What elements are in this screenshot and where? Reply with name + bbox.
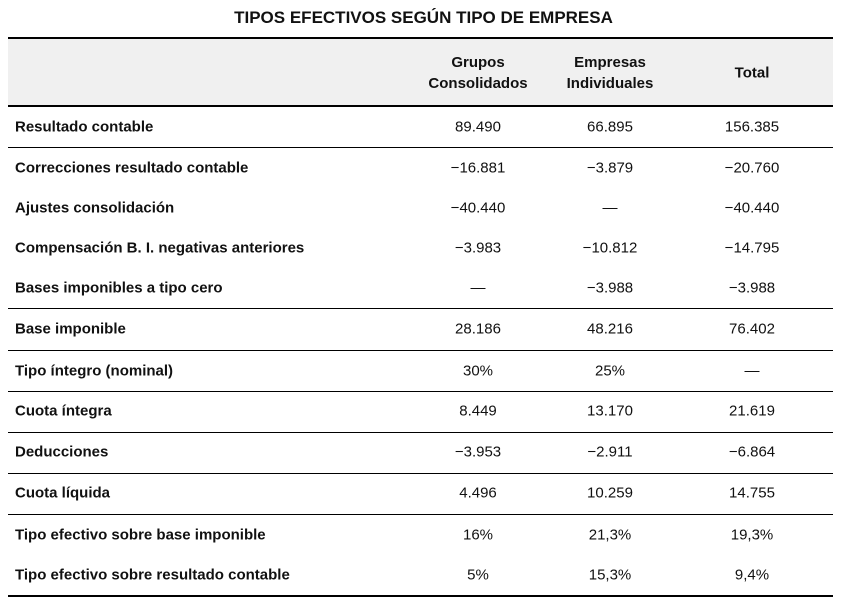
cell: 28.186: [455, 320, 501, 338]
row-label: Cuota líquida: [15, 484, 110, 502]
cell: —: [470, 279, 486, 297]
row-label: Compensación B. I. negativas anteriores: [15, 239, 305, 257]
cell: —: [744, 362, 760, 380]
rule: [8, 105, 833, 107]
cell: 16%: [462, 526, 494, 544]
rule: [8, 37, 833, 39]
rule: [8, 308, 833, 309]
cell: 15,3%: [588, 566, 632, 584]
cell: 156.385: [724, 118, 780, 136]
title: TIPOS EFECTIVOS SEGÚN TIPO DE EMPRESA: [234, 8, 613, 27]
cell: —: [602, 199, 618, 217]
row-label: Tipo íntegro (nominal): [15, 362, 174, 380]
cell: −3.953: [454, 443, 502, 461]
column-header: Grupos Consolidados: [428, 54, 528, 92]
cell: 30%: [462, 362, 494, 380]
cell: −3.879: [586, 159, 634, 177]
rule: [8, 391, 833, 392]
rule: [8, 432, 833, 433]
row-label: Cuota íntegra: [15, 402, 112, 420]
cell: 66.895: [587, 118, 633, 136]
row-label: Tipo efectivo sobre resultado contable: [15, 566, 290, 584]
header-background: [8, 38, 833, 106]
cell: 10.259: [587, 484, 633, 502]
rule: [8, 473, 833, 474]
cell: 14.755: [729, 484, 775, 502]
row-label: Resultado contable: [15, 118, 154, 136]
row-label: Tipo efectivo sobre base imponible: [15, 526, 266, 544]
cell: 76.402: [729, 320, 775, 338]
cell: 5%: [467, 566, 489, 584]
cell: −10.812: [582, 239, 638, 257]
cell: −6.864: [728, 443, 776, 461]
cell: 19,3%: [730, 526, 774, 544]
cell: 4.496: [459, 484, 497, 502]
column-header: Empresas Individuales: [566, 54, 654, 92]
cell: 21.619: [729, 402, 775, 420]
column-header: Total: [734, 64, 770, 82]
cell: −3.988: [586, 279, 634, 297]
cell: 48.216: [587, 320, 633, 338]
cell: −3.983: [454, 239, 502, 257]
cell: 89.490: [455, 118, 501, 136]
cell: 9,4%: [734, 566, 770, 584]
cell: −40.440: [724, 199, 780, 217]
cell: −16.881: [450, 159, 506, 177]
cell: −3.988: [728, 279, 776, 297]
rule: [8, 595, 833, 597]
row-label: Deducciones: [15, 443, 109, 461]
cell: 21,3%: [588, 526, 632, 544]
cell: −14.795: [724, 239, 780, 257]
row-label: Ajustes consolidación: [15, 199, 175, 217]
rule: [8, 350, 833, 351]
row-label: Correcciones resultado contable: [15, 159, 249, 177]
row-label: Base imponible: [15, 320, 126, 338]
cell: −2.911: [587, 443, 633, 461]
cell: 13.170: [587, 402, 633, 420]
cell: −20.760: [724, 159, 780, 177]
cell: 25%: [594, 362, 626, 380]
rule: [8, 514, 833, 515]
cell: 8.449: [459, 402, 497, 420]
rule: [8, 147, 833, 148]
row-label: Bases imponibles a tipo cero: [15, 279, 223, 297]
cell: −40.440: [450, 199, 506, 217]
